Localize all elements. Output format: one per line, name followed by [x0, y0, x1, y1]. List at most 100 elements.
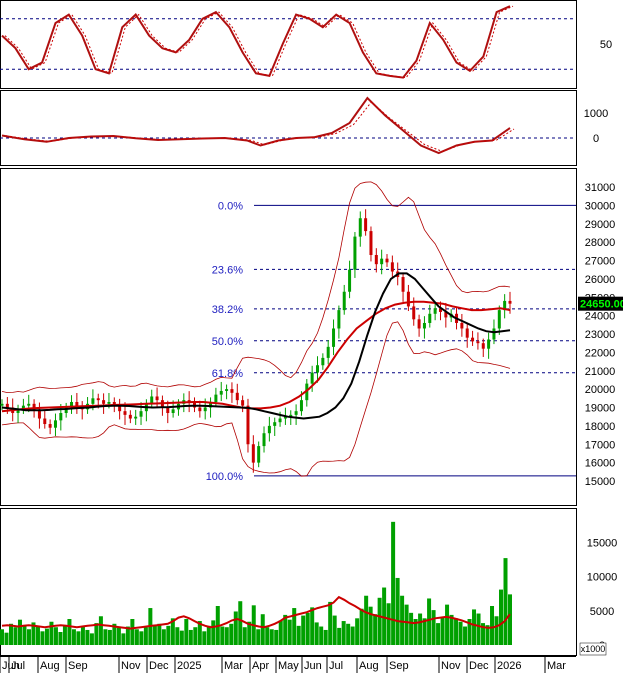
volume-bar [454, 618, 458, 645]
candle-body [102, 400, 105, 404]
candle-body [134, 417, 137, 419]
candle-body [273, 422, 276, 426]
candle-body [295, 411, 298, 415]
candle-body [482, 343, 485, 349]
x-tick-label: Nov [441, 660, 461, 672]
volume-bar [396, 578, 400, 645]
candle-body [386, 259, 389, 263]
candle-body [43, 419, 46, 425]
volume-bar [265, 627, 269, 645]
panel-frame [1, 169, 577, 506]
x-tick-label: Dec [469, 660, 489, 672]
volume-bar [256, 629, 260, 645]
volume-bar [310, 607, 314, 645]
lower-band [2, 322, 510, 476]
volume-bar [427, 598, 431, 645]
x-tick-label: Nov [121, 660, 141, 672]
volume-bar [202, 631, 206, 645]
volume-bar [94, 623, 98, 645]
volume-bar [22, 626, 26, 645]
candle-body [214, 395, 217, 402]
candle-body [343, 292, 346, 310]
moving-average-black [2, 273, 510, 418]
volume-bar [130, 619, 134, 645]
y-tick-label: 29000 [585, 219, 616, 231]
fib-level-label: 50.0% [212, 336, 243, 348]
volume-bar [387, 603, 391, 645]
candle-body [166, 408, 169, 414]
x-tick-label: 2025 [177, 660, 201, 672]
candle-body [220, 391, 223, 395]
candle-body [252, 444, 255, 462]
candle-body [257, 446, 260, 463]
volume-bar [220, 627, 224, 645]
volume-bar [279, 620, 283, 645]
candle-body [337, 310, 340, 328]
volume-bar [261, 614, 265, 645]
volume-bar [495, 616, 499, 645]
volume-unit-label: x1000 [581, 644, 606, 654]
volume-bar [108, 630, 112, 645]
candle-body [353, 237, 356, 270]
volume-bar [351, 627, 355, 645]
candle-body [418, 319, 421, 328]
volume-bar [288, 620, 292, 645]
candle-body [268, 426, 271, 433]
volume-bar [306, 613, 310, 645]
volume-bar [238, 601, 242, 645]
volume-bar [67, 619, 71, 645]
candle-body [380, 259, 383, 265]
volume-bar [297, 626, 301, 645]
volume-bar [225, 627, 229, 645]
volume-bar [328, 602, 332, 645]
candle-body [369, 231, 372, 255]
volume-bar [450, 615, 454, 645]
volume-bar [157, 624, 161, 645]
price-panel: 3100030000290002800027000260002500024000… [1, 182, 623, 488]
y-tick-label: 20000 [585, 384, 616, 396]
volume-bar [499, 590, 503, 645]
candle-body [509, 301, 512, 304]
candle-body [27, 404, 30, 406]
volume-bar [99, 616, 103, 645]
upper-band [2, 182, 510, 393]
volume-bar [63, 625, 67, 645]
fib-level-label: 100.0% [206, 471, 244, 483]
candle-body [412, 306, 415, 319]
volume-bar [211, 620, 215, 645]
volume-bar [175, 627, 179, 645]
candle-body [230, 389, 233, 393]
volume-bar [355, 618, 359, 645]
candle-body [300, 400, 303, 411]
y-tick-label: 10000 [587, 572, 618, 584]
candle-body [492, 328, 495, 339]
candle-body [263, 433, 266, 446]
x-tick-label: Jun [304, 660, 322, 672]
volume-bar [346, 624, 350, 645]
volume-bar [333, 616, 337, 645]
candle-body [172, 409, 175, 413]
y-tick-label: 21000 [585, 366, 616, 378]
volume-bar [409, 613, 413, 645]
y-tick-label: 5000 [590, 606, 614, 618]
y-tick-label: 16000 [585, 458, 616, 470]
volume-bar [418, 614, 422, 645]
y-tick-label: 19000 [585, 403, 616, 415]
y-tick-label: 15000 [585, 476, 616, 488]
oscillator-signal-line [5, 6, 513, 77]
candle-body [327, 347, 330, 358]
last-price-label: 24650.00 [580, 299, 623, 311]
candle-body [49, 424, 52, 428]
candle-body [391, 262, 394, 271]
volume-bar [72, 629, 76, 645]
volume-bar [373, 614, 377, 645]
volume-bar [301, 616, 305, 645]
volume-bar [229, 624, 233, 645]
volume-bar [45, 629, 49, 645]
volume-bar [36, 626, 40, 645]
volume-bar [436, 623, 440, 645]
y-tick-label: 26000 [585, 274, 616, 286]
volume-bar [432, 610, 436, 645]
